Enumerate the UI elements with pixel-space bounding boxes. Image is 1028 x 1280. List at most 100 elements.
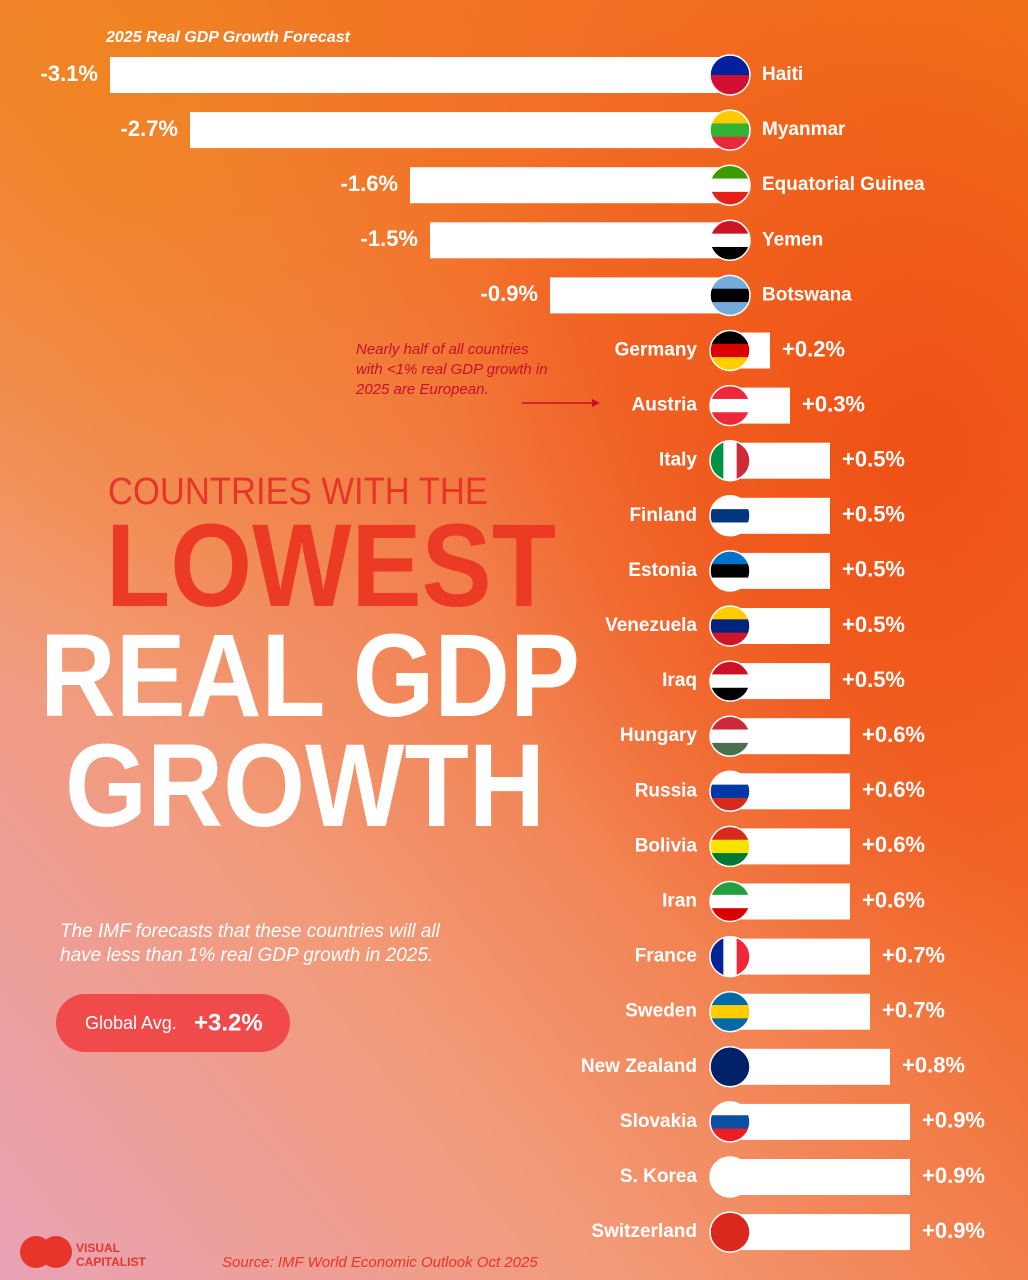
chart-subtitle: 2025 Real GDP Growth Forecast	[105, 29, 351, 46]
flag-ring	[709, 1046, 751, 1088]
annotation-box: Nearly half of all countries with <1% re…	[356, 341, 548, 398]
value-label: +0.6%	[862, 722, 925, 747]
bar	[410, 167, 730, 204]
category-label: New Zealand	[581, 1056, 697, 1077]
flag-ring	[709, 1101, 751, 1143]
flag-stripe	[710, 619, 750, 634]
annotation-arrowhead	[592, 399, 600, 407]
category-label: Yemen	[762, 229, 823, 250]
value-label: +0.5%	[842, 557, 905, 582]
category-label: Hungary	[620, 725, 698, 746]
flag-stripe	[723, 936, 738, 977]
value-label: +0.9%	[922, 1163, 985, 1188]
flag	[710, 1157, 750, 1197]
category-label: Estonia	[628, 560, 697, 581]
headline: COUNTRIES WITH THE LOWEST REAL GDP GROWT…	[40, 471, 580, 852]
value-label: +0.5%	[842, 502, 905, 527]
value-label: +0.9%	[922, 1218, 985, 1243]
flag-stripe	[710, 1046, 750, 1087]
flag-stripe	[710, 178, 750, 193]
flag-ring	[709, 54, 751, 96]
value-label: +0.6%	[862, 777, 925, 802]
flag-stripe	[710, 343, 750, 358]
flag-stripe	[710, 894, 750, 909]
flag-stripe	[710, 1212, 750, 1253]
category-label: Iraq	[662, 670, 697, 691]
value-label: +0.6%	[862, 832, 925, 857]
flag-ring	[709, 164, 751, 206]
flag-stripe	[710, 288, 750, 303]
category-label: Germany	[615, 340, 698, 361]
global-avg-value: +3.2%	[194, 1009, 263, 1036]
global-avg-pill	[56, 994, 290, 1052]
flag-ring	[709, 329, 751, 372]
logo: VISUAL CAPITALIST	[20, 1236, 146, 1269]
category-label: Italy	[659, 450, 697, 471]
category-label: Switzerland	[591, 1221, 697, 1242]
bar	[730, 1159, 910, 1195]
category-label: France	[635, 946, 697, 967]
flag-ring	[709, 439, 751, 482]
flag-stripe	[710, 75, 750, 95]
logo-text: CAPITALIST	[76, 1255, 146, 1269]
headline-line: GROWTH	[65, 720, 545, 852]
flag-stripe	[710, 55, 750, 76]
flag-stripe	[710, 233, 750, 248]
flag-stripe	[723, 440, 738, 481]
value-label: -0.9%	[481, 281, 538, 306]
flag-stripe	[710, 123, 750, 138]
flag-ring	[709, 990, 751, 1033]
category-label: S. Korea	[620, 1166, 698, 1187]
flag-ring	[709, 715, 751, 757]
flag-ring	[709, 109, 751, 151]
category-label: Iran	[662, 891, 697, 912]
flag-stripe	[710, 509, 750, 523]
flag-ring	[709, 219, 751, 262]
description-box: The IMF forecasts that these countries w…	[60, 921, 440, 966]
flag-ring	[709, 880, 751, 923]
source: Source: IMF World Economic Outlook Oct 2…	[222, 1254, 538, 1271]
category-label: Bolivia	[635, 835, 698, 856]
description: The IMF forecasts that these countries w…	[60, 921, 440, 966]
annotation: Nearly half of all countries with <1% re…	[356, 341, 548, 398]
category-label: Austria	[632, 395, 698, 416]
flag-stripe	[710, 784, 750, 799]
bar	[110, 57, 730, 93]
category-label: Venezuela	[605, 615, 697, 636]
category-label: Russia	[635, 780, 698, 801]
flag-stripe	[710, 839, 750, 854]
flag-stripe	[710, 729, 750, 744]
logo-text: VISUAL	[76, 1241, 120, 1255]
flag-ring	[709, 935, 751, 978]
bar	[550, 277, 730, 314]
value-label: -1.6%	[341, 171, 398, 196]
category-label: Finland	[629, 505, 697, 526]
flag-ring	[709, 550, 751, 592]
flag-ring	[709, 1211, 751, 1253]
value-label: -1.5%	[361, 226, 418, 251]
headline-line: COUNTRIES WITH THE	[108, 471, 488, 513]
flag-ring	[709, 605, 751, 647]
flag-ring	[709, 770, 751, 813]
flag	[710, 1212, 750, 1253]
flag-stripe	[710, 398, 750, 413]
value-label: +0.5%	[842, 447, 905, 472]
flag-ring	[709, 274, 751, 317]
headline-line: REAL GDP	[40, 610, 580, 742]
value-label: -3.1%	[41, 61, 98, 86]
bar	[730, 938, 870, 975]
category-label: Haiti	[762, 64, 803, 85]
bar	[730, 993, 870, 1030]
flag-ring	[709, 495, 751, 537]
flag	[710, 1046, 750, 1087]
value-label: +0.6%	[862, 887, 925, 912]
flag-ring	[709, 825, 751, 868]
bar	[190, 112, 730, 149]
category-label: Botswana	[762, 284, 852, 305]
flag-stripe	[710, 674, 750, 689]
value-label: +0.8%	[902, 1053, 965, 1078]
flag-stripe	[710, 1157, 750, 1197]
value-label: +0.5%	[842, 667, 905, 692]
value-label: +0.3%	[802, 391, 865, 416]
